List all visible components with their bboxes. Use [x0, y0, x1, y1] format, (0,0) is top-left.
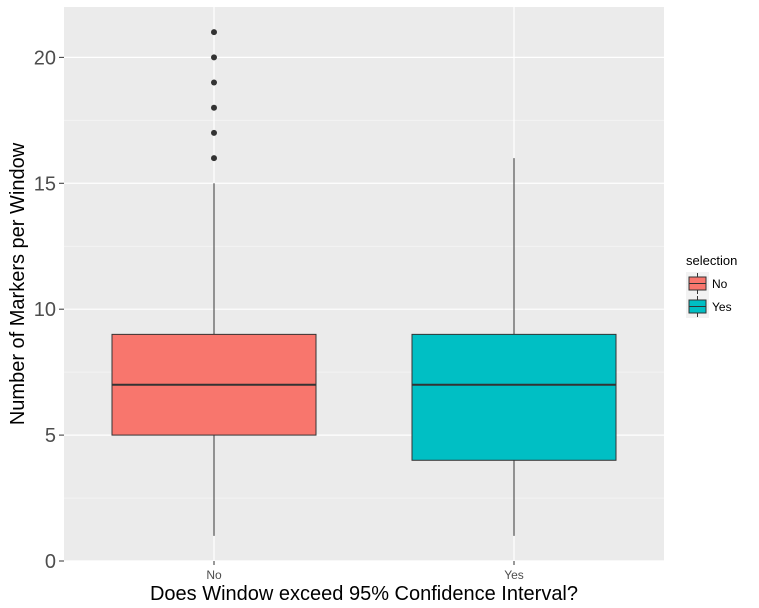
outlier-point — [211, 29, 217, 36]
legend-title: selection — [686, 253, 737, 268]
legend: selection No Yes — [686, 253, 737, 318]
legend-label: No — [712, 277, 728, 291]
boxes — [111, 29, 617, 536]
y-tick-label: 0 — [45, 551, 56, 573]
panel-background — [64, 7, 664, 561]
y-tick-label: 20 — [34, 47, 56, 69]
y-axis-ticks: 0 5 10 15 20 — [34, 47, 64, 573]
box-no — [111, 29, 317, 536]
y-axis-title: Number of Markers per Window — [7, 142, 29, 425]
y-tick-label: 10 — [34, 299, 56, 321]
box-yes — [411, 158, 617, 536]
x-tick-label: No — [206, 568, 222, 582]
outlier-point — [211, 155, 217, 162]
box-iqr — [411, 333, 617, 461]
legend-item-no: No — [686, 272, 728, 295]
legend-item-yes: Yes — [686, 295, 732, 318]
legend-label: Yes — [712, 300, 732, 314]
outlier-point — [211, 104, 217, 111]
outlier-point — [211, 79, 217, 86]
y-tick-label: 5 — [45, 425, 56, 447]
x-axis-ticks: No Yes — [206, 561, 524, 582]
x-tick-label: Yes — [504, 568, 524, 582]
outlier-point — [211, 54, 217, 61]
legend-items: No Yes — [686, 272, 732, 318]
y-tick-label: 15 — [34, 173, 56, 195]
outlier-point — [211, 129, 217, 136]
x-axis-title: Does Window exceed 95% Confidence Interv… — [150, 583, 578, 605]
